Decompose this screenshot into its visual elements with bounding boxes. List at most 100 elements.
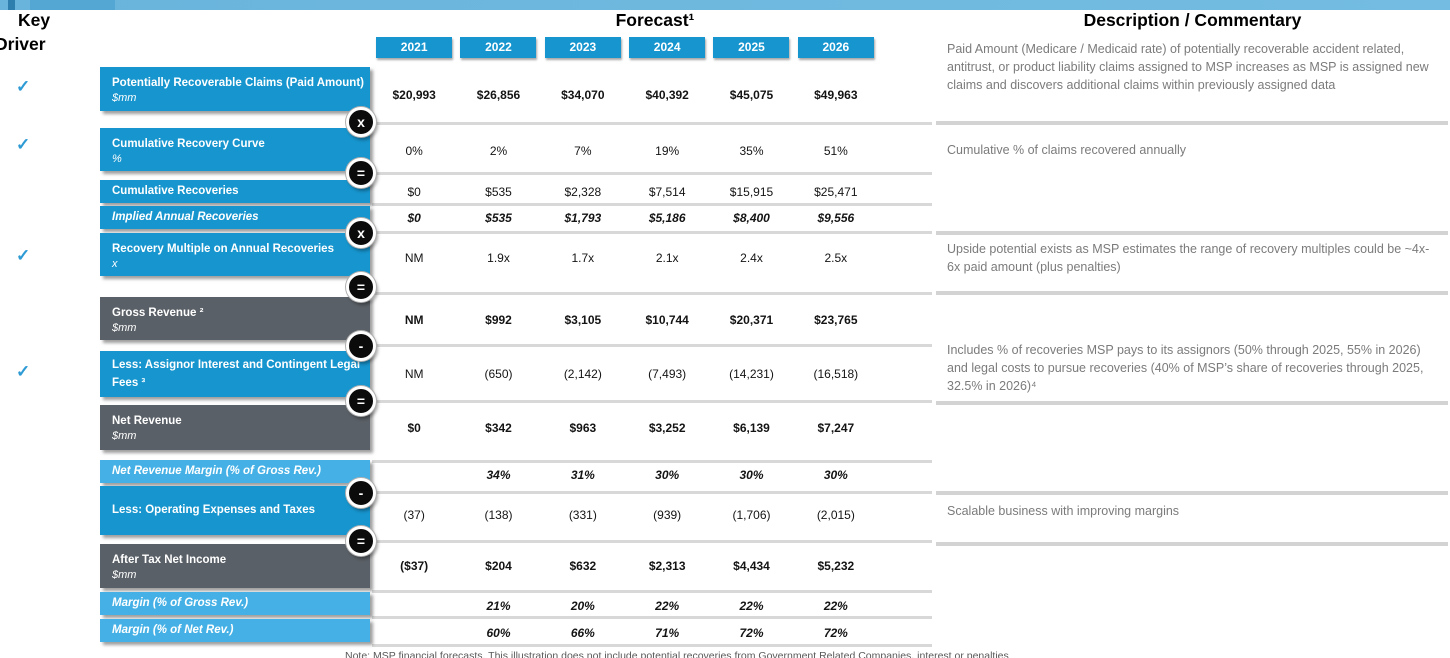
table-row-values: $0 $535 $1,793 $5,186 $8,400 $9,556 <box>372 206 878 229</box>
row-label: Less: Assignor Interest and Contingent L… <box>112 359 361 389</box>
row-label-box: Less: Assignor Interest and Contingent L… <box>100 351 370 397</box>
commentary-divider <box>936 231 1448 235</box>
value-cell: $535 <box>485 184 512 199</box>
commentary-divider <box>936 542 1448 546</box>
value-cell: $7,514 <box>648 184 686 199</box>
row-label-box: Net Revenue $mm <box>100 405 370 450</box>
value-cell: $23,765 <box>814 312 858 327</box>
value-cell: $25,471 <box>814 184 858 199</box>
divider <box>372 644 932 647</box>
value-cell: 21% <box>486 598 511 613</box>
value-cell: 31% <box>570 468 595 482</box>
commentary-divider <box>936 401 1448 405</box>
table-row-values: $0 $535 $2,328 $7,514 $15,915 $25,471 <box>372 180 878 203</box>
value-cell: $5,186 <box>648 210 686 225</box>
value-cell: $10,744 <box>645 312 689 327</box>
value-cell: $4,434 <box>733 559 770 573</box>
value-cell: 22% <box>823 598 848 613</box>
value-cell: NM <box>404 312 424 327</box>
value-cell: (2,015) <box>816 507 855 522</box>
commentary-text: Includes % of recoveries MSP pays to its… <box>947 343 1424 394</box>
check-icon: ✓ <box>16 135 31 154</box>
table-row-values: NM (650) (2,142) (7,493) (14,231) (16,51… <box>372 351 878 397</box>
value-cell: (331) <box>568 507 597 522</box>
table-row-values: 21% 20% 22% 22% 22% <box>372 592 878 619</box>
value-cell: $204 <box>485 559 512 573</box>
divider <box>372 400 932 403</box>
divider <box>372 122 932 125</box>
row-label-box: Gross Revenue ² $mm <box>100 297 370 340</box>
divider <box>372 231 932 234</box>
value-cell: $0 <box>407 184 421 199</box>
value-cell: 1.9x <box>487 251 510 265</box>
value-cell: (1,706) <box>732 507 771 522</box>
value-cell: 72% <box>823 625 848 640</box>
check-icon: ✓ <box>16 77 31 96</box>
value-cell: $34,070 <box>561 88 605 102</box>
value-cell: 2.4x <box>740 251 763 265</box>
value-cell: 30% <box>739 468 764 482</box>
value-cell: 66% <box>570 625 595 640</box>
year-pill: 2024 <box>629 37 706 58</box>
row-label-box: After Tax Net Income $mm <box>100 544 370 588</box>
value-cell: $9,556 <box>817 210 855 225</box>
value-cell: 0% <box>405 143 423 158</box>
year-pill: 2025 <box>713 37 790 58</box>
row-label-box: Cumulative Recovery Curve % <box>100 128 370 171</box>
value-cell: NM <box>404 251 424 265</box>
commentary-text: Upside potential exists as MSP estimates… <box>947 242 1430 275</box>
row-sublabel: $mm <box>112 569 137 581</box>
year-header-row: 2021 2022 2023 2024 2025 2026 <box>372 37 878 58</box>
value-cell: $2,313 <box>648 559 686 573</box>
top-bar-accent <box>8 0 15 10</box>
divider <box>372 540 932 543</box>
row-label-box: Potentially Recoverable Claims (Paid Amo… <box>100 67 370 111</box>
value-cell: 19% <box>655 143 680 158</box>
row-sublabel: x <box>112 258 118 270</box>
value-cell: (16,518) <box>813 367 859 381</box>
row-label: Cumulative Recovery Curve <box>112 138 265 150</box>
divider <box>372 590 932 593</box>
commentary-divider <box>936 291 1448 295</box>
value-cell: $8,400 <box>733 210 770 225</box>
value-cell: $0 <box>407 210 421 225</box>
value-cell: 2.1x <box>655 251 679 265</box>
row-label-box: Recovery Multiple on Annual Recoveries x <box>100 233 370 276</box>
divider <box>372 460 932 463</box>
commentary-text: Paid Amount (Medicare / Medicaid rate) o… <box>947 42 1429 93</box>
row-label: Recovery Multiple on Annual Recoveries <box>112 243 334 255</box>
value-cell: $0 <box>407 420 421 435</box>
value-cell: 7% <box>574 143 592 158</box>
row-sublabel: $mm <box>112 322 137 334</box>
row-sublabel: $mm <box>112 92 137 104</box>
value-cell: NM <box>404 367 424 381</box>
value-cell: 30% <box>823 468 848 482</box>
commentary-text: Scalable business with improving margins <box>947 504 1180 518</box>
row-label: Less: Operating Expenses and Taxes <box>112 504 316 517</box>
table-row-values: 34% 31% 30% 30% 30% <box>372 460 878 490</box>
row-label-box: Less: Operating Expenses and Taxes <box>100 486 370 535</box>
value-cell: $1,793 <box>564 210 602 225</box>
value-cell: 30% <box>655 468 680 482</box>
value-cell: 22% <box>655 598 680 613</box>
value-cell: $26,856 <box>476 88 521 102</box>
value-cell: $342 <box>485 420 512 435</box>
operator-equals-badge: = <box>346 272 376 302</box>
row-label-box: Margin (% of Gross Rev.) <box>100 592 370 615</box>
row-label: Net Revenue <box>112 415 182 427</box>
value-cell: (14,231) <box>729 367 774 381</box>
row-sublabel: $mm <box>112 430 137 442</box>
divider <box>372 616 932 619</box>
row-label-box: Cumulative Recoveries <box>100 180 370 203</box>
value-cell: (939) <box>653 507 682 522</box>
value-cell: 2.5x <box>824 251 848 265</box>
value-cell: $992 <box>485 312 512 327</box>
value-cell: 60% <box>486 625 511 640</box>
divider <box>372 203 932 206</box>
row-label-box: Net Revenue Margin (% of Gross Rev.) <box>100 460 370 483</box>
table-row-values: NM 1.9x 1.7x 2.1x 2.4x 2.5x <box>372 233 878 283</box>
row-label: Potentially Recoverable Claims (Paid Amo… <box>112 77 364 89</box>
divider <box>372 344 932 347</box>
year-pill: 2023 <box>544 37 621 58</box>
